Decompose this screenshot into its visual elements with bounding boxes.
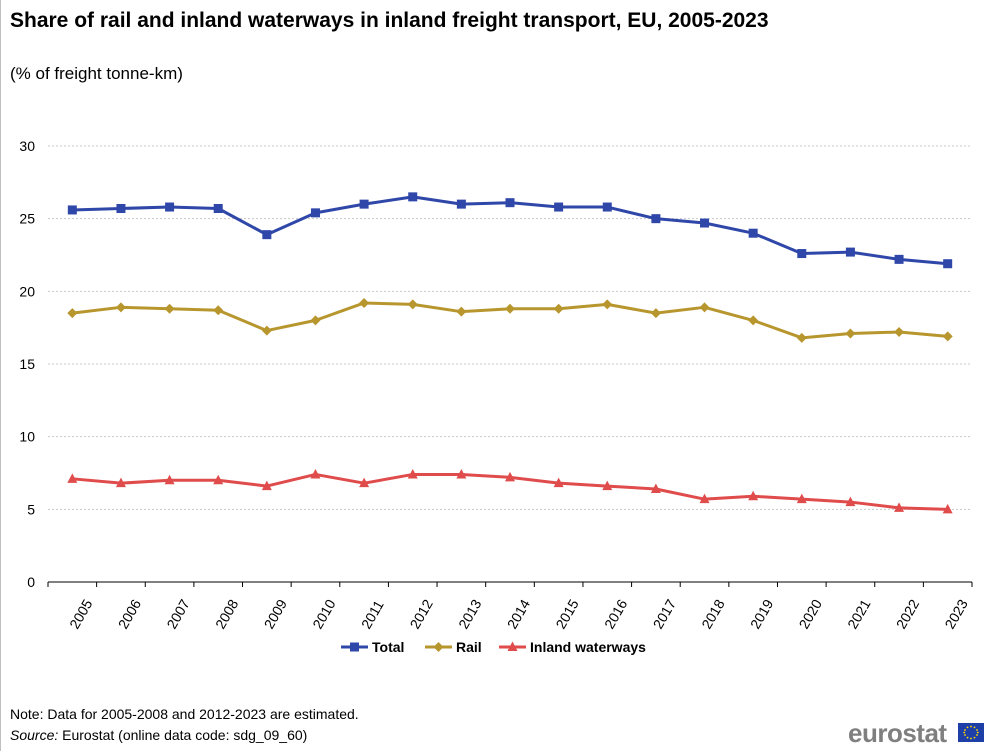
chart-note: Note: Data for 2005-2008 and 2012-2023 a… <box>10 706 359 722</box>
x-tick-label: 2012 <box>406 596 436 631</box>
x-tick-label: 2014 <box>504 596 534 631</box>
data-point-inland-waterways <box>748 490 759 501</box>
legend-marker-inland-waterways <box>507 641 518 651</box>
data-point-rail <box>115 302 126 313</box>
data-point-rail <box>359 297 370 308</box>
data-point-total <box>67 205 77 215</box>
x-tick-label: 2019 <box>747 596 777 631</box>
data-point-rail <box>261 325 272 336</box>
data-point-total <box>845 247 855 257</box>
data-point-inland-waterways <box>553 477 564 488</box>
data-point-inland-waterways <box>164 474 175 485</box>
data-point-inland-waterways <box>310 468 321 479</box>
legend-marker-total <box>350 642 359 652</box>
data-point-total <box>943 259 953 269</box>
x-tick-label: 2009 <box>261 596 291 631</box>
legend-label-rail: Rail <box>456 639 482 655</box>
data-point-rail <box>699 302 710 313</box>
data-point-rail <box>845 328 856 339</box>
x-tick-label: 2006 <box>115 596 145 631</box>
data-point-total <box>602 202 612 212</box>
data-point-inland-waterways <box>115 477 126 488</box>
y-tick-label: 10 <box>19 429 35 445</box>
data-point-inland-waterways <box>942 503 953 514</box>
data-point-total <box>651 214 661 224</box>
eurostat-logo: eurostat <box>848 718 947 748</box>
data-point-total <box>505 198 515 208</box>
data-point-inland-waterways <box>67 473 78 483</box>
data-point-total <box>748 228 758 238</box>
data-point-rail <box>796 332 807 343</box>
data-point-inland-waterways <box>650 483 661 493</box>
y-tick-label: 25 <box>19 211 35 227</box>
x-tick-label: 2022 <box>893 596 923 631</box>
x-tick-label: 2016 <box>601 596 631 631</box>
data-point-total <box>456 199 466 209</box>
data-point-inland-waterways <box>602 480 613 491</box>
data-point-rail <box>650 308 661 319</box>
x-tick-label: 2023 <box>941 596 971 631</box>
chart-source: Source: Eurostat (online data code: sdg_… <box>10 727 307 743</box>
x-tick-label: 2021 <box>844 596 874 631</box>
eu-flag-icon <box>958 723 984 742</box>
data-point-inland-waterways <box>359 477 370 488</box>
data-point-rail <box>505 303 515 314</box>
x-tick-label: 2008 <box>212 596 242 631</box>
x-tick-label: 2020 <box>796 596 826 631</box>
data-point-rail <box>602 299 613 310</box>
x-tick-label: 2010 <box>309 596 339 631</box>
data-point-rail <box>748 315 759 326</box>
data-point-total <box>359 199 369 209</box>
data-point-total <box>797 249 807 259</box>
data-point-rail <box>553 303 564 314</box>
data-point-inland-waterways <box>456 468 467 479</box>
y-tick-label: 30 <box>19 138 35 154</box>
x-tick-label: 2011 <box>358 597 387 631</box>
data-point-rail <box>164 303 175 314</box>
data-point-inland-waterways <box>699 493 710 504</box>
y-tick-label: 5 <box>27 501 35 517</box>
data-point-inland-waterways <box>845 496 856 507</box>
y-tick-label: 15 <box>19 356 35 372</box>
x-tick-label: 2013 <box>455 596 485 631</box>
data-point-total <box>408 192 418 202</box>
x-tick-label: 2017 <box>650 596 680 631</box>
data-point-rail <box>67 308 78 319</box>
source-label: Source: <box>10 727 59 743</box>
chart-subtitle: (% of freight tonne-km) <box>10 64 183 83</box>
data-point-inland-waterways <box>894 502 905 512</box>
data-point-inland-waterways <box>261 480 272 491</box>
x-tick-label: 2018 <box>698 596 728 631</box>
data-point-total <box>116 203 126 213</box>
x-tick-label: 2015 <box>552 596 582 631</box>
legend-label-total: Total <box>372 639 404 655</box>
data-point-rail <box>213 305 224 316</box>
data-point-total <box>554 202 564 212</box>
data-point-rail <box>942 331 953 342</box>
data-point-total <box>700 218 710 228</box>
data-point-rail <box>407 299 418 310</box>
data-point-total <box>262 230 272 240</box>
y-tick-label: 0 <box>27 574 35 590</box>
data-point-rail <box>894 327 905 338</box>
data-point-inland-waterways <box>213 474 224 485</box>
data-point-inland-waterways <box>796 493 807 504</box>
data-point-inland-waterways <box>407 468 418 479</box>
data-point-rail <box>456 306 467 317</box>
data-point-total <box>894 254 904 264</box>
frame-border <box>0 0 1 751</box>
chart-title: Share of rail and inland waterways in in… <box>10 9 769 32</box>
data-point-total <box>310 208 320 218</box>
data-point-total <box>213 203 223 213</box>
y-tick-label: 20 <box>19 283 35 299</box>
x-tick-label: 2007 <box>163 596 193 631</box>
data-point-total <box>165 202 175 212</box>
source-text: Eurostat (online data code: sdg_09_60) <box>62 727 308 743</box>
legend-marker-rail <box>433 642 444 652</box>
data-point-inland-waterways <box>505 471 515 482</box>
x-tick-label: 2005 <box>66 596 96 631</box>
legend-label-inland-waterways: Inland waterways <box>530 639 646 655</box>
data-point-rail <box>310 315 321 326</box>
